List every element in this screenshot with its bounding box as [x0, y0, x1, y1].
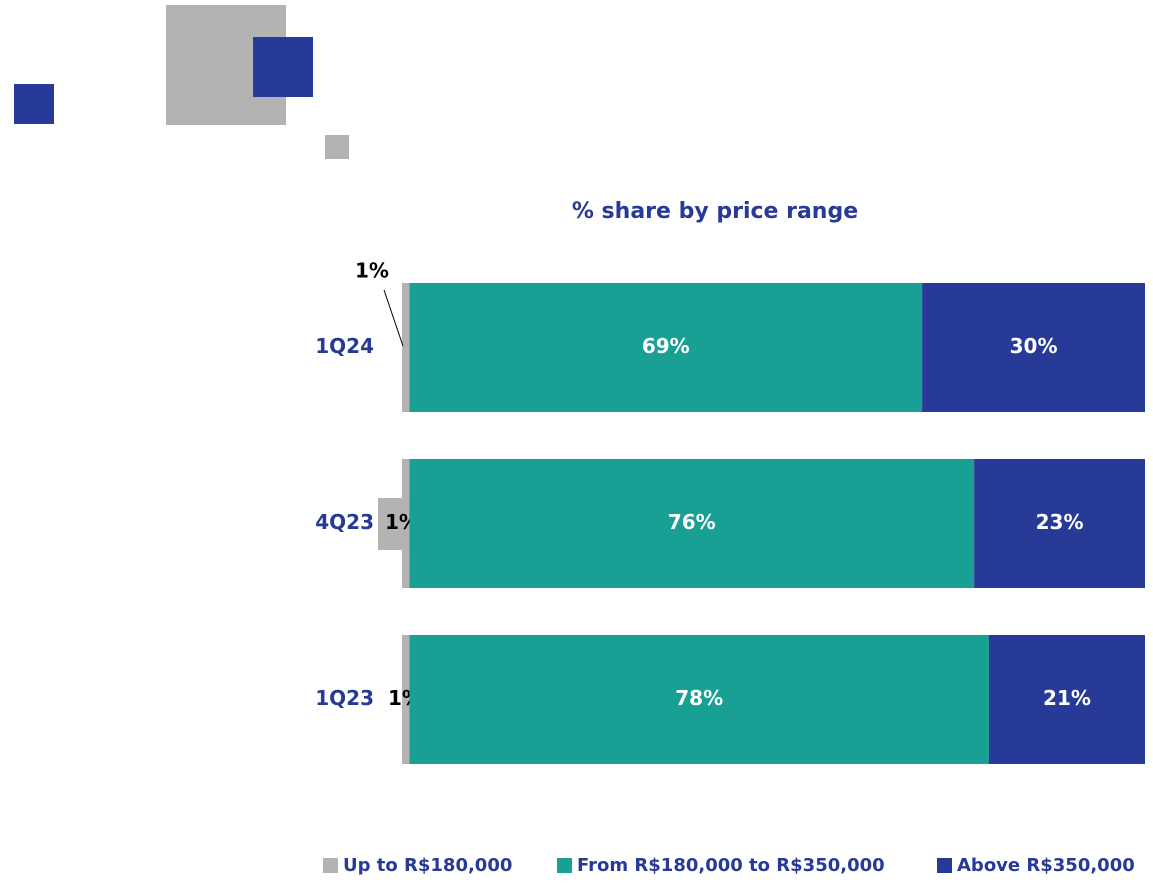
legend-label: Up to R$180,000: [343, 855, 512, 876]
value-label: 21%: [1043, 686, 1091, 710]
value-label: 1%: [355, 259, 389, 283]
legend-label: Above R$350,000: [957, 855, 1135, 876]
bar-segment: [409, 283, 923, 412]
decor-square: [325, 135, 349, 159]
legend-swatch: [557, 858, 572, 873]
value-label: 69%: [642, 334, 690, 358]
category-label: 4Q23: [315, 510, 374, 534]
category-label: 1Q23: [315, 686, 374, 710]
decor-square: [253, 37, 313, 97]
bar-segment: [409, 635, 989, 764]
decor-square: [14, 84, 54, 124]
bar-segment: [974, 459, 1145, 588]
bar-segment: [402, 283, 410, 412]
bar-segment: [409, 459, 975, 588]
chart-title: % share by price range: [572, 199, 858, 224]
bar-segment: [922, 283, 1145, 412]
value-label: 30%: [1010, 334, 1058, 358]
category-label: 1Q24: [315, 334, 374, 358]
legend-label: From R$180,000 to R$350,000: [577, 855, 885, 876]
leader-line: [383, 289, 404, 347]
legend-swatch: [323, 858, 338, 873]
legend-swatch: [937, 858, 952, 873]
bar-segment: [402, 635, 410, 764]
value-label: 23%: [1036, 510, 1084, 534]
bar-segment: [988, 635, 1145, 764]
value-label: 76%: [668, 510, 716, 534]
value-label: 78%: [675, 686, 723, 710]
